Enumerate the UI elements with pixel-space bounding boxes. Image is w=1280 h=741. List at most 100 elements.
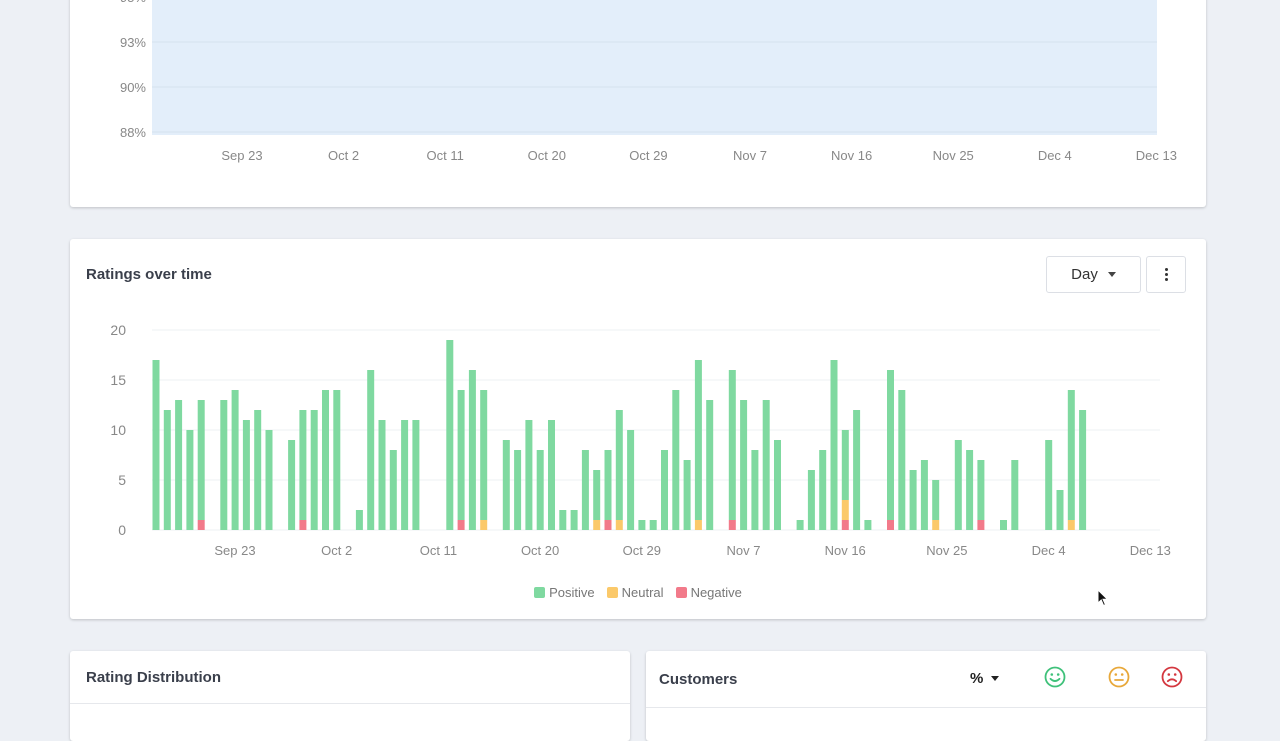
bar-positive <box>265 430 273 530</box>
bar-positive <box>649 520 657 530</box>
mouse-cursor-icon <box>1097 589 1109 607</box>
bar-positive <box>774 440 781 530</box>
legend-swatch-positive <box>534 587 546 598</box>
bar-positive <box>604 450 612 520</box>
bar-neutral <box>694 520 702 530</box>
bar-positive <box>570 510 578 530</box>
x-tick-label: Sep 23 <box>214 543 255 558</box>
bar-negative <box>197 520 205 530</box>
x-tick-label: Oct 29 <box>623 543 661 558</box>
bar-positive <box>559 510 567 530</box>
bar-positive <box>175 400 183 530</box>
x-tick-label: Nov 7 <box>733 148 767 163</box>
bar-positive <box>254 410 262 530</box>
ratings-stacked-bar-chart: 0 5 10 15 20 Sep 23 Oct 2 Oct 11 Oct 20 Oct 29 Nov… <box>110 322 1171 558</box>
x-tick-label: Dec 13 <box>1130 543 1171 558</box>
bar-positive <box>378 420 386 530</box>
y-tick-label: 90% <box>120 80 146 95</box>
x-tick-label: Oct 20 <box>528 148 566 163</box>
bar-positive <box>401 420 409 530</box>
bar-positive <box>1045 440 1053 530</box>
bar-neutral <box>593 520 601 530</box>
smile-icon[interactable] <box>1044 666 1066 688</box>
bar-positive <box>1000 520 1007 530</box>
x-tick-label: Dec 4 <box>1038 148 1072 163</box>
bar-negative <box>977 520 985 530</box>
x-tick-label: Nov 16 <box>831 148 872 163</box>
bar-positive <box>367 370 375 530</box>
y-tick-label: 88% <box>120 125 146 140</box>
x-tick-label: Sep 23 <box>221 148 262 163</box>
bar-positive <box>389 450 397 530</box>
legend-swatch-negative <box>675 587 687 598</box>
bar-positive <box>627 430 635 530</box>
bar-positive <box>446 340 454 530</box>
bar-positive <box>480 390 488 520</box>
bar-positive <box>593 470 601 520</box>
bar-positive <box>581 450 589 530</box>
bar-positive <box>740 400 748 530</box>
bar-positive <box>920 460 928 530</box>
bar-positive <box>457 390 465 520</box>
y-tick-label: 93% <box>120 35 146 50</box>
bar-negative <box>457 520 465 530</box>
bar-positive <box>672 390 680 530</box>
unit-dropdown[interactable]: % <box>970 670 1000 687</box>
bar-positive <box>932 480 940 520</box>
y-tick-label: 20 <box>110 322 126 338</box>
x-tick-label: Nov 7 <box>727 543 761 558</box>
more-options-button[interactable] <box>1146 256 1186 293</box>
x-tick-label: Oct 11 <box>420 543 457 558</box>
bar-positive <box>1067 390 1075 520</box>
bar-positive <box>819 450 827 530</box>
caret-down-icon <box>991 676 1000 681</box>
bar-positive <box>1079 410 1087 530</box>
bar-positive <box>841 430 849 500</box>
caret-down-icon <box>1107 272 1116 277</box>
bar-positive <box>909 470 917 530</box>
satisfaction-chart-card: 88% 90% 93% 95% Sep 23 Oct 2 Oct 11 Oct 20 Oct 2… <box>70 0 1206 207</box>
bar-positive <box>468 370 476 530</box>
frown-icon[interactable] <box>1161 666 1183 688</box>
x-tick-label: Nov 25 <box>926 543 967 558</box>
bar-positive <box>694 360 702 520</box>
card-title: Customers <box>659 671 738 688</box>
bar-positive <box>310 410 318 530</box>
bar-positive <box>887 370 894 520</box>
x-tick-label: Oct 29 <box>629 148 667 163</box>
bar-neutral <box>615 520 623 530</box>
bar-positive <box>1011 460 1019 530</box>
satisfaction-area-chart: 88% 90% 93% 95% Sep 23 Oct 2 Oct 11 Oct 20 Oct 2… <box>120 0 1177 163</box>
legend-label: Negative <box>690 585 742 600</box>
card-title: Ratings over time <box>86 266 212 283</box>
bar-positive <box>186 430 194 530</box>
bar-positive <box>762 400 770 530</box>
x-tick-label: Dec 4 <box>1032 543 1066 558</box>
bar-positive <box>355 510 363 530</box>
neutral-face-icon[interactable] <box>1108 666 1130 688</box>
legend-item-positive[interactable]: Positive <box>534 585 595 600</box>
bar-positive <box>966 450 974 530</box>
bar-positive <box>288 440 296 530</box>
bar-positive <box>807 470 815 530</box>
bar-positive <box>661 450 668 530</box>
area-fill <box>152 0 1157 135</box>
x-tick-label: Oct 20 <box>521 543 559 558</box>
legend-item-negative[interactable]: Negative <box>675 585 742 600</box>
bar-positive <box>1056 490 1064 530</box>
period-dropdown-label: Day <box>1071 266 1098 283</box>
bar-positive <box>525 420 533 530</box>
bar-positive <box>706 400 714 530</box>
legend-label: Positive <box>549 585 595 600</box>
bar-positive <box>830 360 838 530</box>
divider <box>646 707 1206 708</box>
bar-positive <box>299 410 307 520</box>
bar-positive <box>333 390 341 530</box>
bar-positive <box>536 450 544 530</box>
period-dropdown[interactable]: Day <box>1046 256 1141 293</box>
bar-negative <box>604 520 612 530</box>
x-tick-label: Oct 2 <box>321 543 352 558</box>
legend-item-neutral[interactable]: Neutral <box>606 585 664 600</box>
bar-positive <box>977 460 985 520</box>
bar-neutral <box>480 520 488 530</box>
